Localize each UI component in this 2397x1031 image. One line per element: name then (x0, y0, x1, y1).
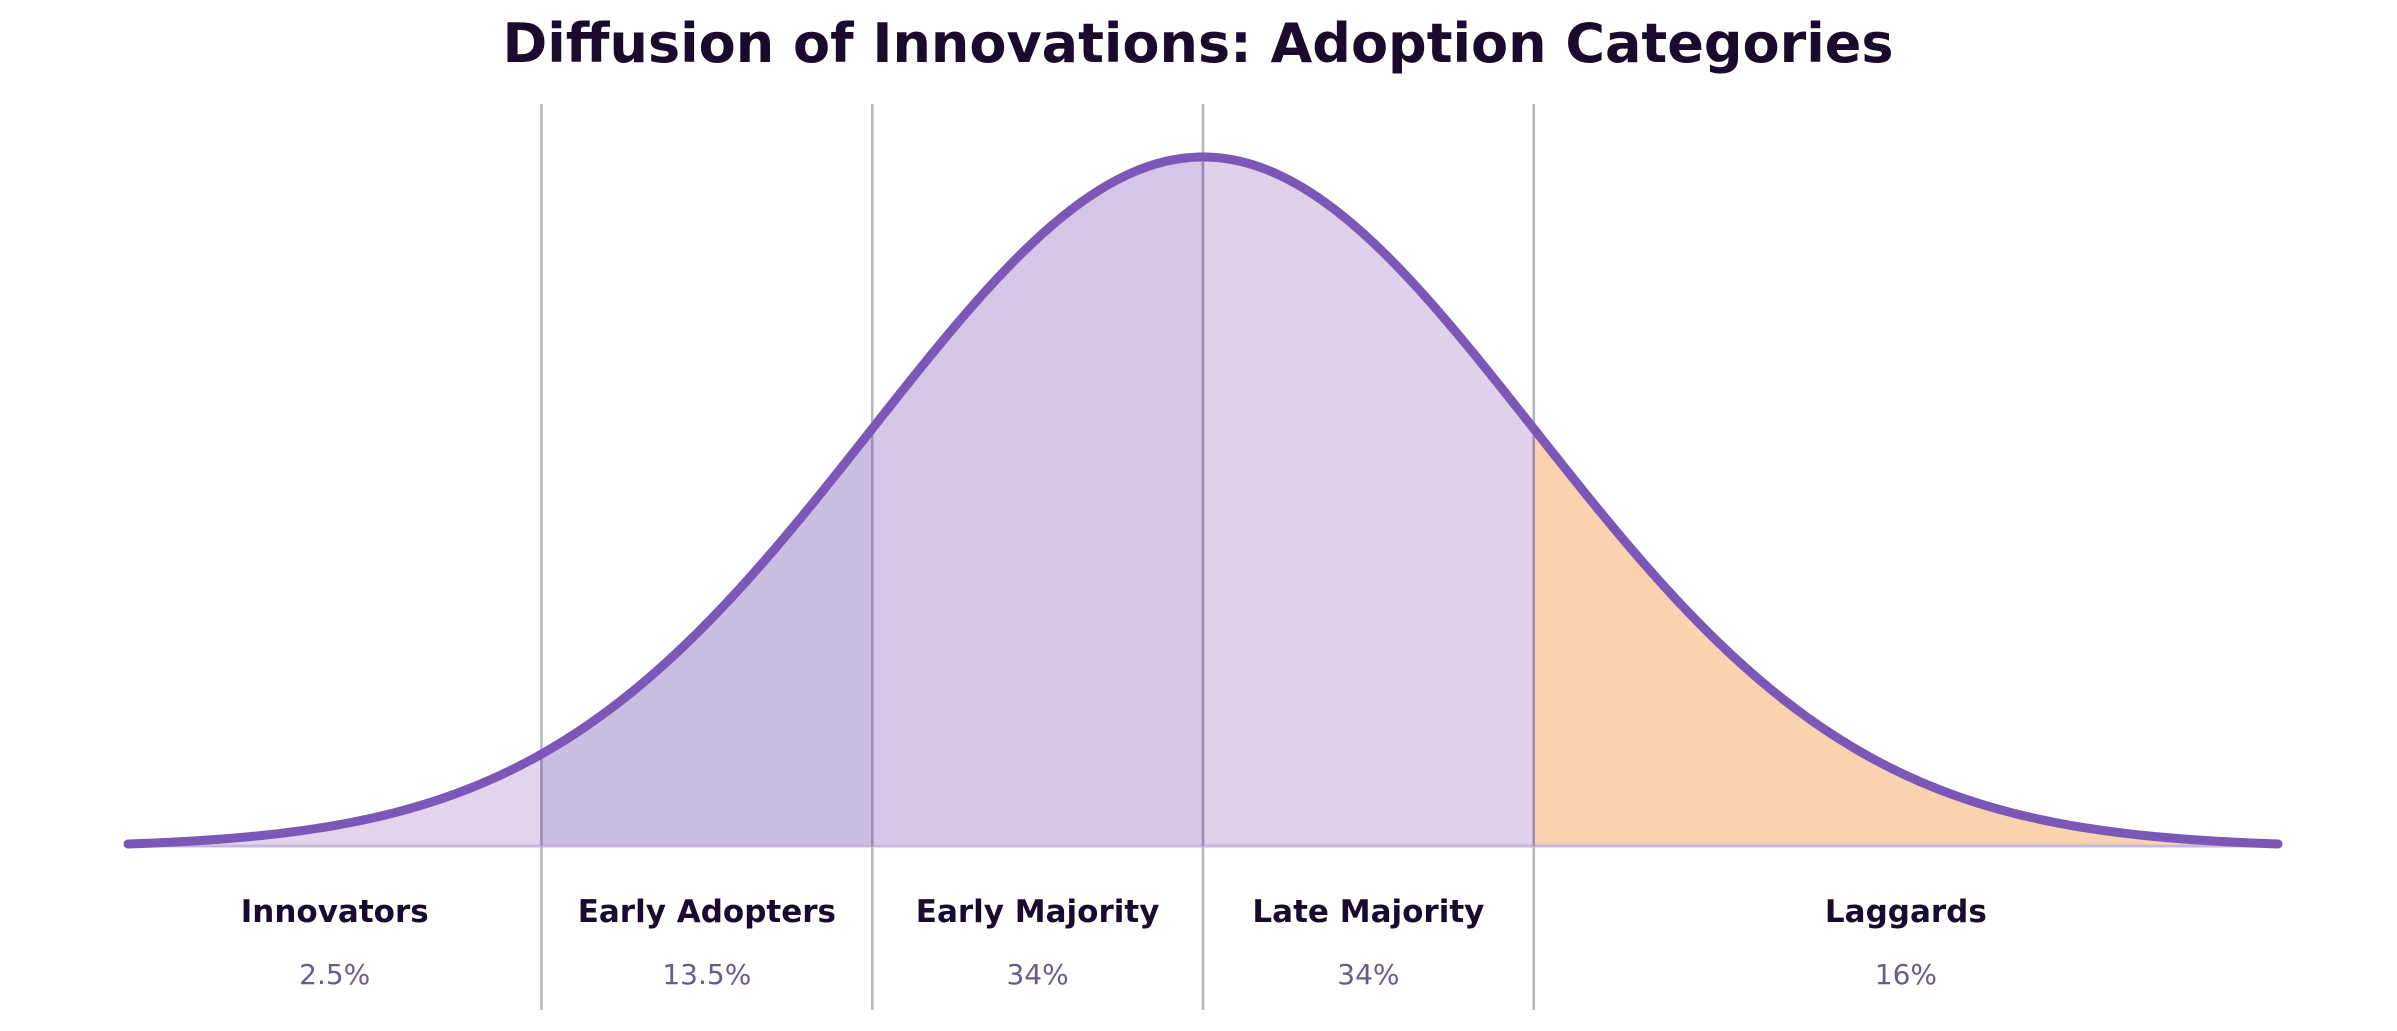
category-label-laggards: Laggards (1825, 894, 1987, 930)
area-innovators (128, 754, 542, 846)
category-dividers (540, 104, 1536, 1010)
bell-curve (123, 152, 2283, 849)
percent-label-early-majority: 34% (1006, 958, 1068, 991)
area-late-majority (1203, 157, 1534, 846)
percent-label-early-adopters: 13.5% (662, 958, 751, 991)
category-label-innovators: Innovators (241, 894, 429, 930)
category-label-early-adopters: Early Adopters (578, 894, 836, 930)
chart-title: Diffusion of Innovations: Adoption Categ… (502, 12, 1893, 75)
percent-label-laggards: 16% (1875, 958, 1937, 991)
percent-label-innovators: 2.5% (299, 958, 370, 991)
area-early-majority (872, 157, 1203, 846)
category-label-late-majority: Late Majority (1252, 894, 1484, 930)
percent-label-late-majority: 34% (1337, 958, 1399, 991)
curve-layer (123, 152, 2283, 849)
category-labels: Innovators 2.5% Early Adopters 13.5% Early M… (241, 894, 1987, 991)
category-label-early-majority: Early Majority (916, 894, 1160, 930)
area-laggards (1533, 428, 2278, 846)
